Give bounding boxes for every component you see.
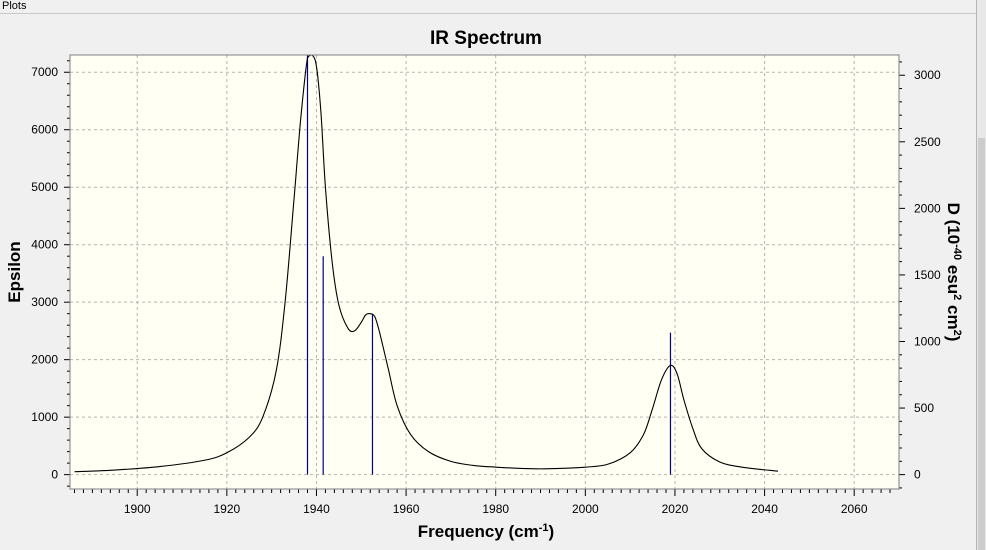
y-tick-label: 3000 — [31, 295, 58, 309]
x-tick-label: 2020 — [662, 502, 689, 516]
x-tick-label: 2040 — [751, 502, 778, 516]
y-axis-title: Epsilon — [5, 241, 24, 302]
y2-tick-label: 3000 — [914, 68, 941, 82]
vertical-scrollbar[interactable] — [976, 0, 986, 550]
y-tick-label: 6000 — [31, 123, 58, 137]
ir-spectrum-chart: 1900 1920 1940 1960 1980 2000 2020 2040 2060 0 100… — [5, 28, 963, 541]
y2-axis-title-sup2: 2 — [951, 294, 963, 300]
y-tick-label: 7000 — [31, 65, 58, 79]
plot-frame — [69, 54, 900, 490]
chart-title: IR Spectrum — [430, 28, 542, 49]
y2-axis-title-c: cm — [944, 300, 963, 329]
y2-tick-label: 2500 — [914, 135, 941, 149]
y2-tick-label: 1500 — [914, 268, 941, 282]
spectrum-curve — [74, 54, 779, 473]
x-axis-title-end: ) — [549, 522, 555, 541]
x-tick-label: 1960 — [393, 502, 420, 516]
x-axis-title-sup: -1 — [539, 522, 549, 534]
x-tick-label: 1900 — [124, 502, 151, 516]
y-tick-label: 4000 — [31, 238, 58, 252]
axis-ticks: 1900 1920 1940 1960 1980 2000 2020 2040 2060 0 100… — [31, 60, 941, 516]
y2-axis-title-sup3: 2 — [951, 330, 963, 336]
y-tick-label: 1000 — [31, 410, 58, 424]
stick-spectrum — [306, 55, 672, 475]
y2-axis-title-a: D (10 — [944, 203, 963, 245]
y-tick-label: 5000 — [31, 180, 58, 194]
y2-axis-title-end: ) — [944, 336, 963, 342]
x-tick-label: 2060 — [841, 502, 868, 516]
window-title: Plots — [0, 0, 976, 14]
y2-tick-label: 500 — [914, 401, 934, 415]
y2-tick-label: 1000 — [914, 334, 941, 348]
x-tick-label: 1980 — [482, 502, 509, 516]
y2-axis-title: D (10-40 esu2 cm2) — [944, 203, 963, 342]
x-tick-label: 2000 — [572, 502, 599, 516]
x-axis-title-text: Frequency (cm — [418, 522, 539, 541]
y2-tick-label: 2000 — [914, 201, 941, 215]
grid — [70, 55, 899, 489]
x-axis-title: Frequency (cm-1) — [418, 522, 554, 541]
spectrum-curve-group — [74, 54, 779, 473]
y-tick-label: 0 — [51, 468, 58, 482]
x-tick-label: 1940 — [303, 502, 330, 516]
y-tick-label: 2000 — [31, 353, 58, 367]
y2-tick-label: 0 — [914, 468, 921, 482]
y2-axis-title-sup1: -40 — [951, 244, 963, 260]
x-tick-label: 1920 — [213, 502, 240, 516]
y2-axis-title-b: esu — [944, 260, 963, 294]
plot-area — [70, 55, 899, 489]
scrollbar-thumb[interactable] — [978, 138, 985, 550]
